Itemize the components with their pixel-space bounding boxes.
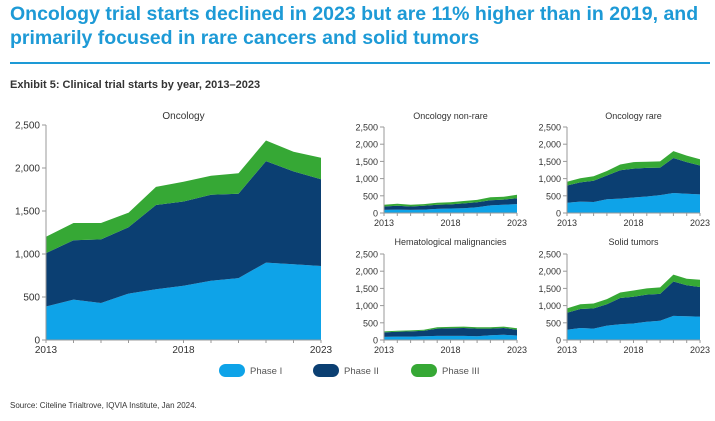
area-phase-ii xyxy=(46,161,321,307)
y-tick-label: 500 xyxy=(363,318,378,328)
y-tick-label: 0 xyxy=(373,209,378,219)
chart-hematological-malignancies: Hematological malignancies 0 500 1,000 1,500… xyxy=(355,237,527,355)
y-tick-label: 500 xyxy=(23,293,40,304)
legend-item-phase-i: Phase I xyxy=(219,364,282,377)
legend-swatch xyxy=(219,364,245,377)
source-note: Source: Citeline Trialtrove, IQVIA Insti… xyxy=(10,401,197,410)
area-phase-i xyxy=(384,204,517,213)
x-tick-label: 2013 xyxy=(374,345,394,355)
exhibit-title: Exhibit 5: Clinical trial starts by year… xyxy=(10,79,261,91)
y-tick-label: 0 xyxy=(556,336,561,346)
y-tick-label: 2,500 xyxy=(15,121,40,132)
y-tick-label: 1,500 xyxy=(538,284,561,294)
legend-label: Phase II xyxy=(344,366,379,377)
x-tick-label: 2018 xyxy=(623,218,643,228)
y-tick-label: 2,500 xyxy=(355,123,378,133)
chart-solid-tumors: Solid tumors 0 500 1,000 1,500 2,000 2,500 2013… xyxy=(538,237,710,355)
area-phase-i xyxy=(384,334,517,340)
x-tick-label: 2018 xyxy=(440,345,460,355)
y-tick-label: 1,000 xyxy=(15,250,40,261)
x-tick-label: 2023 xyxy=(310,345,333,356)
y-tick-label: 1,000 xyxy=(355,301,378,311)
chart-oncology: Oncology 0 500 1,000 1,500 2,000 2,500 2013 2018… xyxy=(15,111,333,356)
area-phase-iii xyxy=(567,274,700,313)
y-tick-label: 0 xyxy=(34,336,40,347)
y-tick-label: 0 xyxy=(556,209,561,219)
chart-oncology-rare: Oncology rare 0 500 1,000 1,500 2,000 2,500 201… xyxy=(538,111,710,228)
x-tick-label: 2023 xyxy=(507,218,527,228)
y-tick-label: 500 xyxy=(546,318,561,328)
x-tick-label: 2023 xyxy=(507,345,527,355)
y-tick-label: 2,500 xyxy=(538,123,561,133)
area-phase-i xyxy=(46,262,321,340)
y-tick-label: 1,000 xyxy=(538,174,561,184)
area-phase-iii xyxy=(46,140,321,254)
x-tick-label: 2018 xyxy=(172,345,195,356)
y-tick-label: 1,500 xyxy=(15,207,40,218)
chart-title: Solid tumors xyxy=(608,237,659,247)
chart-title: Oncology xyxy=(162,111,204,122)
x-tick-label: 2013 xyxy=(374,218,394,228)
area-phase-ii xyxy=(384,198,517,210)
chart-title: Hematological malignancies xyxy=(394,237,507,247)
legend-label: Phase I xyxy=(250,366,282,377)
legend: Phase I Phase II Phase III xyxy=(219,364,480,377)
y-tick-label: 2,000 xyxy=(538,140,561,150)
legend-swatch xyxy=(411,364,437,377)
chart-oncology-non-rare: Oncology non-rare 0 500 1,000 1,500 2,000 2,50… xyxy=(355,111,527,228)
legend-item-phase-iii: Phase III xyxy=(411,364,480,377)
y-tick-label: 1,500 xyxy=(355,284,378,294)
y-tick-label: 0 xyxy=(373,336,378,346)
y-tick-label: 2,500 xyxy=(355,250,378,260)
headline-rule xyxy=(10,62,710,64)
area-phase-iii xyxy=(384,326,517,333)
chart-title: Oncology non-rare xyxy=(413,111,488,121)
y-tick-label: 1,000 xyxy=(538,301,561,311)
area-phase-ii xyxy=(567,158,700,203)
y-tick-label: 1,000 xyxy=(355,174,378,184)
legend-item-phase-ii: Phase II xyxy=(313,364,379,377)
x-tick-label: 2018 xyxy=(623,345,643,355)
x-tick-label: 2023 xyxy=(690,218,710,228)
y-tick-label: 500 xyxy=(546,191,561,201)
chart-title: Oncology rare xyxy=(605,111,662,121)
y-tick-label: 1,500 xyxy=(538,157,561,167)
area-phase-ii xyxy=(567,281,700,330)
y-tick-label: 2,000 xyxy=(355,140,378,150)
x-tick-label: 2013 xyxy=(557,345,577,355)
x-tick-label: 2018 xyxy=(440,218,460,228)
x-tick-label: 2013 xyxy=(35,345,58,356)
y-tick-label: 500 xyxy=(363,191,378,201)
y-tick-label: 2,000 xyxy=(538,267,561,277)
x-tick-label: 2023 xyxy=(690,345,710,355)
legend-label: Phase III xyxy=(442,366,480,377)
headline: Oncology trial starts declined in 2023 b… xyxy=(10,3,699,49)
area-phase-iii xyxy=(384,194,517,207)
area-phase-i xyxy=(567,315,700,340)
x-tick-label: 2013 xyxy=(557,218,577,228)
y-tick-label: 2,500 xyxy=(538,250,561,260)
y-tick-label: 1,500 xyxy=(355,157,378,167)
area-phase-ii xyxy=(384,328,517,337)
area-phase-iii xyxy=(567,151,700,186)
y-tick-label: 2,000 xyxy=(15,164,40,175)
y-tick-label: 2,000 xyxy=(355,267,378,277)
area-phase-i xyxy=(567,193,700,213)
legend-swatch xyxy=(313,364,339,377)
